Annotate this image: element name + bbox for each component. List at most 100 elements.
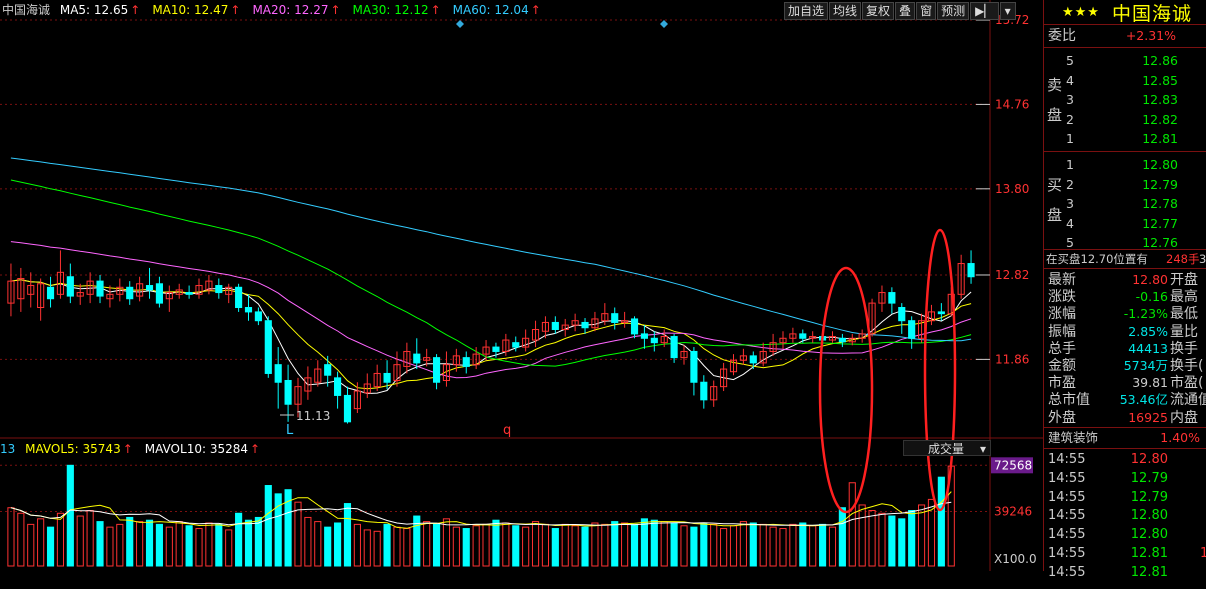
sell-level-row[interactable]: 3 12.83 xyxy=(1044,91,1206,109)
volume-bar[interactable] xyxy=(7,507,15,567)
volume-bar[interactable] xyxy=(630,523,639,567)
candle[interactable] xyxy=(601,303,609,326)
candle[interactable] xyxy=(621,311,629,328)
candle[interactable] xyxy=(779,331,787,349)
chart-area[interactable]: 15.72 14.76 13.80 12.82 11.86 72568 39246 X100.… xyxy=(0,0,1043,571)
candle[interactable] xyxy=(363,373,371,399)
kline-chart[interactable]: 15.7214.7613.8012.8211.867256839246X100.… xyxy=(0,0,1043,571)
candle[interactable] xyxy=(927,304,936,326)
volume-bar[interactable] xyxy=(235,512,243,567)
candle[interactable] xyxy=(957,254,965,299)
buy-level-row[interactable]: 1 12.80 xyxy=(1044,156,1206,174)
candle[interactable] xyxy=(373,364,381,392)
candle[interactable] xyxy=(541,316,550,339)
event-marker-icon[interactable] xyxy=(456,20,464,28)
sector-row[interactable]: 建筑装饰 1.40% xyxy=(1044,427,1206,448)
volume-bar[interactable] xyxy=(17,512,25,567)
volume-bar[interactable] xyxy=(462,528,470,567)
candle[interactable] xyxy=(759,342,767,367)
adjust-button[interactable]: 复权 xyxy=(862,2,895,20)
candle[interactable] xyxy=(789,327,797,343)
candle[interactable] xyxy=(700,375,708,409)
candle[interactable] xyxy=(472,347,480,370)
candle[interactable] xyxy=(710,380,718,407)
volume-bar[interactable] xyxy=(789,523,797,567)
candle[interactable] xyxy=(937,303,945,321)
volume-bar[interactable] xyxy=(591,522,599,567)
add-watchlist-button[interactable]: 加自选 xyxy=(784,2,829,20)
candle[interactable] xyxy=(878,285,886,312)
volume-bar[interactable] xyxy=(571,525,579,567)
buy-level-row[interactable]: 2 12.79 xyxy=(1044,176,1206,194)
candle[interactable] xyxy=(482,340,490,361)
candle[interactable] xyxy=(225,283,233,304)
volume-bar[interactable] xyxy=(324,526,332,567)
volume-bar[interactable] xyxy=(779,528,787,567)
candle[interactable] xyxy=(720,362,728,392)
candle[interactable] xyxy=(96,274,104,304)
volume-bar[interactable] xyxy=(749,522,757,567)
volume-bar[interactable] xyxy=(601,523,609,567)
volume-bar[interactable] xyxy=(660,521,668,567)
candle[interactable] xyxy=(314,360,322,387)
volume-bar[interactable] xyxy=(244,519,253,567)
volume-bar[interactable] xyxy=(334,522,342,567)
volume-bar[interactable] xyxy=(274,493,282,567)
volume-bar[interactable] xyxy=(155,523,163,567)
volume-bar[interactable] xyxy=(898,518,906,567)
chevron-down-icon[interactable]: ▾ xyxy=(999,2,1016,20)
candle[interactable] xyxy=(343,386,352,424)
volume-bar[interactable] xyxy=(482,523,490,567)
candle[interactable] xyxy=(680,345,688,365)
volume-bar[interactable] xyxy=(512,525,520,567)
volume-bar[interactable] xyxy=(37,518,45,567)
candle[interactable] xyxy=(809,331,817,343)
volume-bar[interactable] xyxy=(908,510,916,567)
volume-bar[interactable] xyxy=(442,518,451,567)
candle[interactable] xyxy=(195,278,203,299)
candle[interactable] xyxy=(413,338,421,370)
overlay-button[interactable]: 叠 xyxy=(895,2,916,20)
candle[interactable] xyxy=(334,371,342,409)
volume-bar[interactable] xyxy=(343,503,352,567)
candle[interactable] xyxy=(502,333,510,356)
candle[interactable] xyxy=(432,354,441,390)
candle[interactable] xyxy=(512,336,520,352)
volume-bar[interactable] xyxy=(56,512,65,567)
sell-level-row[interactable]: 4 12.85 xyxy=(1044,72,1206,90)
volume-bar[interactable] xyxy=(492,519,500,567)
volume-bar[interactable] xyxy=(106,526,114,567)
candle[interactable] xyxy=(145,267,154,299)
candle[interactable] xyxy=(522,329,530,352)
candle[interactable] xyxy=(403,342,411,374)
candle[interactable] xyxy=(650,331,658,352)
volume-bar[interactable] xyxy=(96,521,104,567)
window-button[interactable]: 窗 xyxy=(916,2,937,20)
volume-bar[interactable] xyxy=(799,522,807,567)
volume-bar[interactable] xyxy=(86,510,94,567)
candle[interactable] xyxy=(165,285,173,312)
volume-bar[interactable] xyxy=(46,526,55,567)
volume-bar[interactable] xyxy=(769,526,777,567)
candle[interactable] xyxy=(571,313,579,332)
sell-level-row[interactable]: 5 12.86 xyxy=(1044,52,1206,70)
volume-bar[interactable] xyxy=(383,523,391,567)
candle[interactable] xyxy=(828,331,837,343)
candle[interactable] xyxy=(175,283,183,299)
candle[interactable] xyxy=(274,347,282,409)
candle[interactable] xyxy=(729,354,738,376)
volume-bar[interactable] xyxy=(165,526,173,567)
volume-bar[interactable] xyxy=(640,518,648,567)
volume-bar[interactable] xyxy=(254,516,262,567)
candle[interactable] xyxy=(749,351,757,370)
candle[interactable] xyxy=(591,311,599,332)
candle[interactable] xyxy=(908,316,916,349)
candle[interactable] xyxy=(551,316,559,334)
candle[interactable] xyxy=(205,274,213,295)
candle[interactable] xyxy=(858,329,866,343)
candle[interactable] xyxy=(304,366,312,400)
candle[interactable] xyxy=(581,318,589,334)
candle[interactable] xyxy=(640,325,648,349)
volume-bar[interactable] xyxy=(937,476,945,567)
volume-bar[interactable] xyxy=(353,523,361,567)
